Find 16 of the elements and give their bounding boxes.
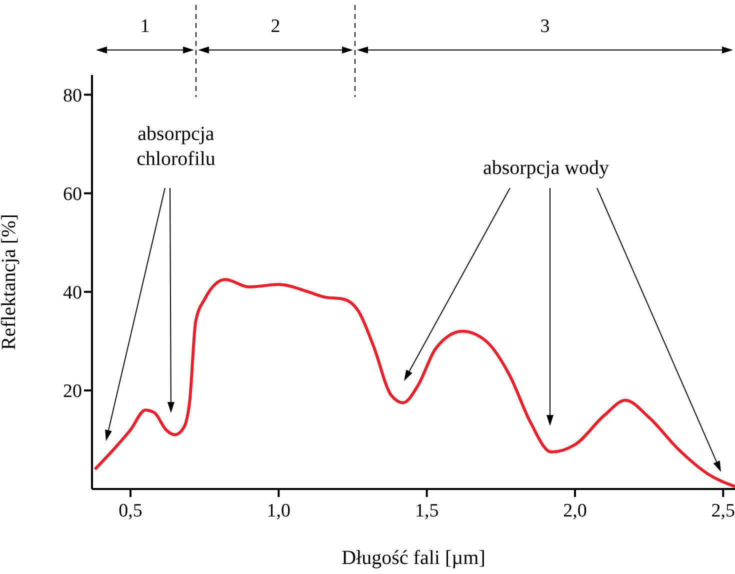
text: 1 [140, 16, 150, 37]
annotation: absorpcja chlorofilu [136, 123, 216, 170]
text: 3 [540, 16, 550, 37]
y-tick-label: 80 [63, 85, 82, 106]
x-tick-label: 2,5 [711, 500, 735, 522]
annotation: absorpcja wody [482, 157, 610, 179]
y-axis-title: Reflektancja [%] [0, 214, 20, 350]
x-tick-label: 0,5 [118, 500, 142, 522]
y-tick-label: 40 [63, 282, 82, 304]
x-axis-title: Długość fali [µm] [342, 547, 486, 569]
y-tick-label: 20 [63, 381, 82, 402]
text: 2 [270, 16, 280, 37]
x-tick-label: 2,0 [563, 500, 587, 522]
x-tick-label: 1,0 [266, 500, 291, 522]
x-tick-label: 1,5 [414, 500, 439, 522]
y-tick-label: 60 [63, 184, 82, 206]
